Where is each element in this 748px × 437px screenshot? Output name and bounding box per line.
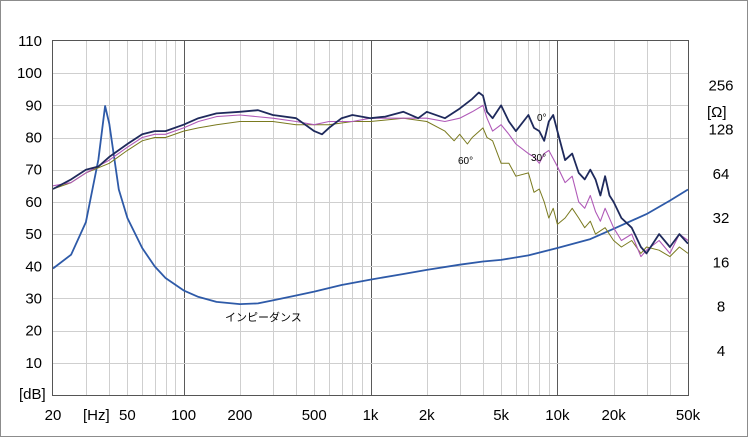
y-tick-label: 40 <box>25 258 42 275</box>
x-tick-label: 50 <box>119 407 136 424</box>
y-tick-label: 60 <box>25 194 42 211</box>
annotation-impedance: インピーダンス <box>225 310 302 324</box>
series-line-impedance <box>52 105 689 305</box>
y-tick-label: 50 <box>25 226 42 243</box>
x-tick-label: 50k <box>676 407 701 424</box>
series-line-deg0 <box>52 91 689 255</box>
y-tick-label: 90 <box>25 97 42 114</box>
annotation-60deg: 60° <box>458 156 473 167</box>
x-axis-unit: [Hz] <box>83 407 110 424</box>
series-layer <box>52 91 689 305</box>
y-right-tick-label: 16 <box>713 254 730 271</box>
x-tick-label: 500 <box>302 407 327 424</box>
annotations: 0° 30° 60° インピーダンス <box>225 113 547 324</box>
x-tick-label: 100 <box>171 407 196 424</box>
y-right-tick-label: 8 <box>717 299 725 316</box>
grid <box>53 41 688 395</box>
annotation-0deg: 0° <box>537 113 547 124</box>
right-axis-unit: [Ω] <box>707 104 727 121</box>
x-tick-label: 2k <box>419 407 435 424</box>
left-axis-unit: [dB] <box>19 386 46 403</box>
x-tick-label: 20 <box>45 407 62 424</box>
y-tick-label: 10 <box>25 355 42 372</box>
annotation-30deg: 30° <box>531 153 546 164</box>
y-tick-label: 110 <box>18 33 42 50</box>
y-tick-label: 70 <box>25 162 42 179</box>
y-right-tick-label: 64 <box>713 166 730 183</box>
x-tick-label: 10k <box>545 407 570 424</box>
x-tick-label: 20k <box>602 407 627 424</box>
x-tick-label: 200 <box>227 407 252 424</box>
y-right-tick-label: 256 <box>708 77 733 94</box>
axis-labels: [dB] [Hz] [Ω] 10 20 30 40 50 60 70 80 90 100 110 4 8… <box>17 33 734 424</box>
y-tick-label: 20 <box>25 323 42 340</box>
x-tick-label: 5k <box>493 407 509 424</box>
series-line-deg30 <box>52 104 689 258</box>
plot-border <box>52 40 689 396</box>
y-right-tick-label: 32 <box>713 210 730 227</box>
y-right-tick-label: 128 <box>708 122 733 139</box>
y-tick-label: 80 <box>25 130 42 147</box>
series-line-deg60 <box>52 117 689 258</box>
y-tick-label: 30 <box>25 290 42 307</box>
y-right-tick-label: 4 <box>717 343 725 360</box>
x-tick-label: 1k <box>363 407 379 424</box>
y-tick-label: 100 <box>17 65 42 82</box>
